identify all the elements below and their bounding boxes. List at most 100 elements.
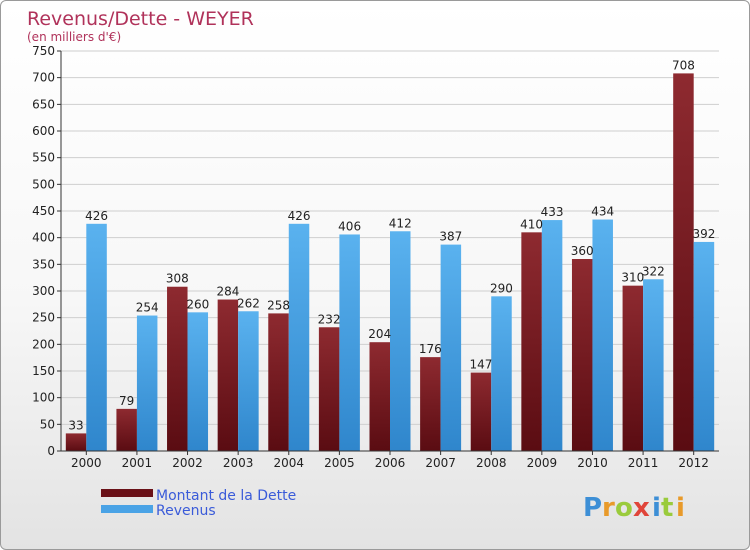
bar-revenue [86, 223, 107, 451]
bar-revenue [491, 296, 512, 451]
axes: 0 50 100 150 200 250 300 350 400 450 500 550 600 650 7… [32, 44, 719, 470]
bar-revenue [288, 223, 310, 451]
data-label: 426 [288, 209, 311, 223]
x-tick-label: 2012 [678, 456, 709, 470]
data-label: 254 [136, 301, 159, 315]
x-tick-label: 2004 [273, 456, 304, 470]
data-label: 33 [68, 418, 83, 432]
y-tick-label: 450 [32, 204, 55, 218]
legend: Montant de la Dette Revenus [101, 488, 296, 519]
x-tick-label: 2009 [527, 456, 558, 470]
data-label: 433 [541, 205, 564, 219]
y-tick-label: 700 [32, 71, 55, 85]
data-label: 708 [672, 58, 695, 72]
bar-revenue [541, 220, 563, 451]
chart-subtitle: (en milliers d'€) [27, 30, 121, 44]
chart-title: Revenus/Dette - WEYER [27, 8, 254, 30]
bar-debt [571, 259, 593, 451]
bar-debt [673, 73, 694, 452]
y-tick-label: 550 [32, 151, 55, 165]
logo-letter: t [661, 493, 673, 523]
bar-revenue [592, 219, 613, 451]
data-label: 176 [419, 342, 442, 356]
bar-revenue [136, 315, 158, 451]
x-tick-label: 2011 [628, 456, 659, 470]
y-tick-label: 400 [32, 231, 55, 245]
legend-swatch-revenue [101, 505, 153, 513]
y-tick-label: 100 [32, 391, 55, 405]
x-tick-label: 2002 [172, 456, 203, 470]
bar-debt [521, 232, 542, 451]
legend-label-debt: Montant de la Dette [156, 488, 296, 504]
x-tick-label: 2007 [425, 456, 456, 470]
bar-debt [167, 286, 188, 451]
proxiti-logo: P r o x i t i [583, 493, 685, 523]
bar-debt [369, 342, 390, 451]
legend-swatch-debt [101, 489, 153, 497]
data-label: 406 [338, 219, 361, 233]
bar-debt [470, 372, 492, 451]
x-tick-label: 2005 [324, 456, 355, 470]
y-tick-label: 300 [32, 284, 55, 298]
data-label: 426 [85, 209, 108, 223]
logo-letter: P [583, 493, 602, 523]
y-tick-label: 500 [32, 177, 55, 191]
bar-debt [420, 357, 441, 451]
data-label: 232 [318, 312, 341, 326]
logo-letter: i [652, 493, 661, 523]
bar-debt [65, 433, 87, 451]
x-tick-label: 2003 [223, 456, 254, 470]
bar-revenue [643, 279, 664, 451]
logo-letter: o [615, 493, 633, 523]
data-label: 147 [470, 358, 493, 372]
x-tick-label: 2010 [577, 456, 608, 470]
bars [65, 73, 715, 452]
legend-label-revenue: Revenus [156, 503, 216, 519]
logo-letter: i [676, 493, 685, 523]
y-tick-label: 650 [32, 97, 55, 111]
data-label: 387 [439, 230, 462, 244]
y-tick-label: 350 [32, 257, 55, 271]
bar-revenue [390, 231, 411, 451]
y-tick-label: 0 [47, 444, 55, 458]
y-tick-label: 600 [32, 124, 55, 138]
data-label: 434 [591, 205, 614, 219]
logo-letter: r [602, 493, 615, 523]
data-label: 360 [571, 244, 594, 258]
y-tick-label: 750 [32, 44, 55, 58]
y-tick-label: 50 [40, 417, 55, 431]
bar-revenue [187, 312, 209, 451]
data-label: 310 [621, 271, 644, 285]
logo-letter: x [633, 493, 650, 523]
data-label: 290 [490, 281, 513, 295]
y-tick-label: 150 [32, 364, 55, 378]
bar-revenue [440, 244, 462, 451]
bar-debt [268, 313, 289, 451]
data-label: 79 [119, 394, 134, 408]
data-label: 410 [520, 217, 543, 231]
bar-debt [622, 285, 644, 451]
bar-debt [217, 299, 239, 451]
y-tick-label: 250 [32, 311, 55, 325]
data-label: 260 [186, 297, 209, 311]
y-tick-label: 200 [32, 337, 55, 351]
bar-revenue [339, 234, 360, 451]
data-label: 322 [642, 264, 665, 278]
data-label: 204 [368, 327, 391, 341]
data-label: 392 [692, 227, 715, 241]
bar-debt [116, 408, 137, 451]
data-label: 308 [166, 272, 189, 286]
data-label: 258 [267, 298, 290, 312]
x-tick-label: 2008 [476, 456, 507, 470]
bar-revenue [238, 311, 259, 451]
x-tick-label: 2001 [122, 456, 153, 470]
data-label: 284 [216, 285, 239, 299]
x-tick-label: 2000 [71, 456, 102, 470]
data-label: 262 [237, 296, 260, 310]
bar-revenue [693, 241, 715, 451]
bar-debt [318, 327, 340, 451]
x-tick-label: 2006 [375, 456, 406, 470]
